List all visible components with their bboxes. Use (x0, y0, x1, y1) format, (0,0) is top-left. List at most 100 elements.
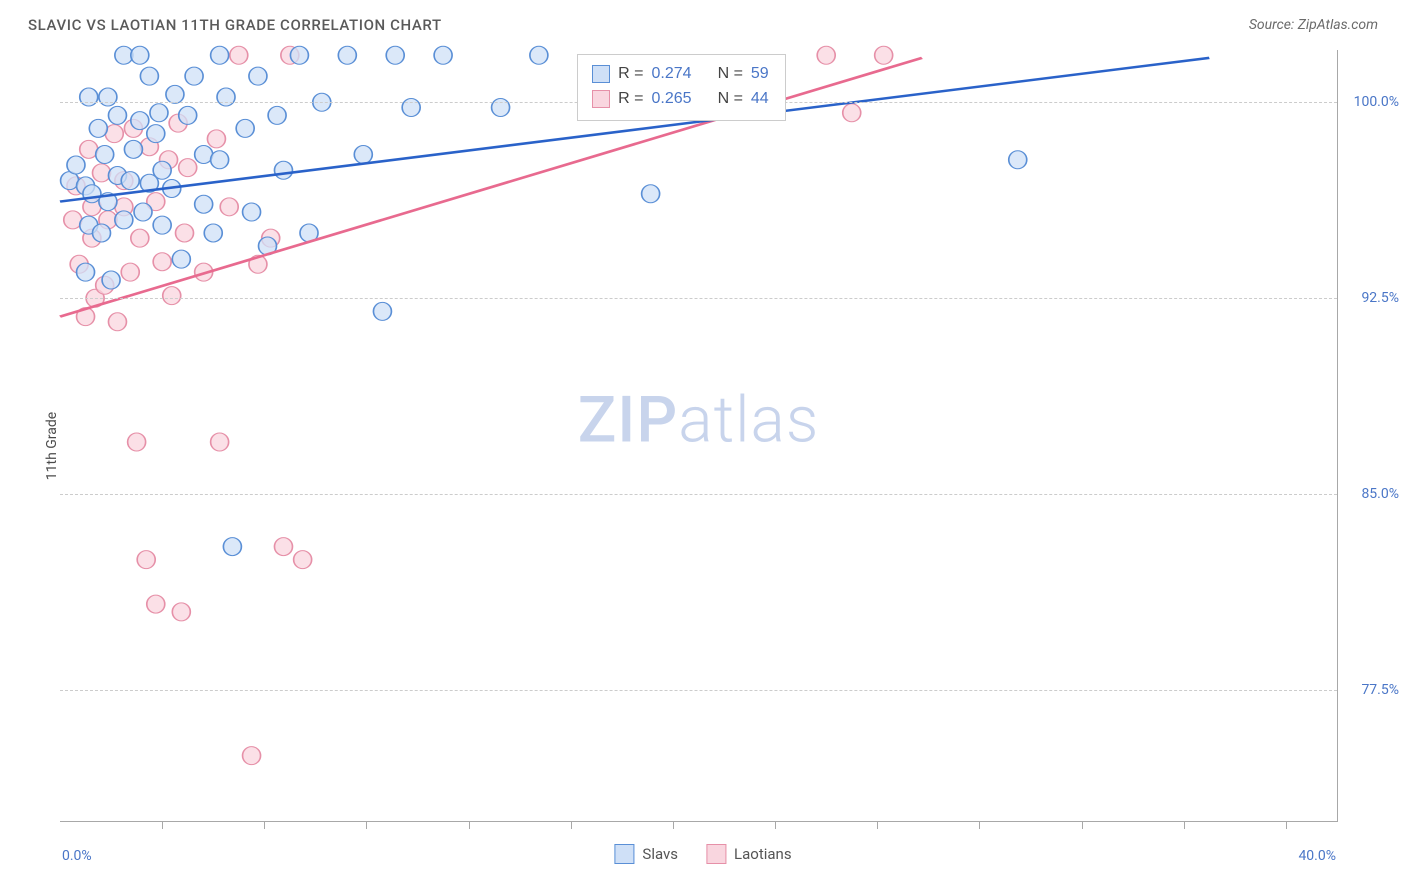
stats-n-value: 59 (751, 61, 769, 87)
stats-row: R =0.274N =59 (592, 61, 769, 87)
laotians-point (817, 46, 835, 64)
laotians-point (176, 224, 194, 242)
stats-n-label: N = (718, 61, 743, 87)
slavs-point (147, 125, 165, 143)
laotians-point (207, 130, 225, 148)
grid-line (60, 494, 1337, 495)
stats-row: R = 0.265 N = 44 (592, 86, 769, 112)
grid-line (60, 298, 1337, 299)
y-tick-label: 92.5% (1361, 290, 1399, 306)
source-attribution: Source: ZipAtlas.com (1249, 17, 1378, 33)
slavs-point (236, 119, 254, 137)
slavs-point (211, 46, 229, 64)
slavs-point (211, 151, 229, 169)
slavs-point (121, 172, 139, 190)
x-axis-min-label: 0.0% (62, 848, 92, 864)
laotians-point (172, 603, 190, 621)
laotians-point (153, 253, 171, 271)
x-tick (673, 821, 674, 829)
x-tick (264, 821, 265, 829)
slavs-point (274, 161, 292, 179)
stats-r-label: R = (618, 86, 643, 112)
laotians-point (875, 46, 893, 64)
slavs-point (354, 146, 372, 164)
slavs-point (153, 161, 171, 179)
x-tick (469, 821, 470, 829)
laotians-point (274, 538, 292, 556)
slavs-point (80, 88, 98, 106)
laotians-trendline (60, 58, 922, 317)
laotians-point (294, 551, 312, 569)
plot-area: ZIPatlas 77.5%85.0%92.5%100.0% R =0.274N… (60, 50, 1338, 822)
stats-n-value: 44 (751, 86, 769, 112)
laotians-point (121, 263, 139, 281)
legend-item: Slavs (614, 844, 678, 864)
slavs-point (492, 98, 510, 116)
y-tick-label: 77.5% (1361, 682, 1399, 698)
slavs-point (434, 46, 452, 64)
slavs-point (223, 538, 241, 556)
slavs-point (96, 146, 114, 164)
legend-swatch (706, 844, 726, 864)
laotians-point (93, 164, 111, 182)
laotians-point (163, 287, 181, 305)
slavs-point (89, 119, 107, 137)
slavs-point (150, 104, 168, 122)
legend-label: Slavs (642, 845, 678, 863)
slavs-point (268, 106, 286, 124)
slavs-point (131, 112, 149, 130)
slavs-point (386, 46, 404, 64)
x-tick (775, 821, 776, 829)
x-tick (877, 821, 878, 829)
x-tick (979, 821, 980, 829)
slavs-point (249, 67, 267, 85)
laotians-point (843, 104, 861, 122)
stats-box: R =0.274N =59R =0.265N =44 (577, 54, 786, 121)
slavs-point (115, 211, 133, 229)
x-axis-max-label: 40.0% (1298, 848, 1336, 864)
slavs-point (1009, 151, 1027, 169)
slavs-point (172, 250, 190, 268)
x-tick (162, 821, 163, 829)
slavs-point (530, 46, 548, 64)
laotians-point (230, 46, 248, 64)
legend: Slavs Laotians (614, 844, 791, 864)
laotians-point (128, 433, 146, 451)
laotians-point (243, 747, 261, 765)
y-axis-label: 11th Grade (44, 412, 60, 480)
laotians-point (147, 595, 165, 613)
slavs-point (134, 203, 152, 221)
slavs-point (93, 224, 111, 242)
laotians-point (137, 551, 155, 569)
laotians-point (131, 229, 149, 247)
x-tick (1286, 821, 1287, 829)
slavs-point (102, 271, 120, 289)
slavs-point (166, 85, 184, 103)
slavs-point (67, 156, 85, 174)
x-tick (1082, 821, 1083, 829)
slavs-point (217, 88, 235, 106)
chart-title: SLAVIC VS LAOTIAN 11TH GRADE CORRELATION… (28, 16, 442, 34)
slavs-point (204, 224, 222, 242)
x-tick (366, 821, 367, 829)
slavs-point (108, 106, 126, 124)
slavs-point (243, 203, 261, 221)
slavs-point (124, 140, 142, 158)
x-tick (1184, 821, 1185, 829)
laotians-point (220, 198, 238, 216)
slavs-point (195, 195, 213, 213)
slavs-point (179, 106, 197, 124)
slavs-point (402, 98, 420, 116)
slavs-point (373, 302, 391, 320)
slavs-point (153, 216, 171, 234)
stats-r-value: 0.265 (652, 86, 692, 112)
laotians-point (211, 433, 229, 451)
legend-label: Laotians (734, 845, 792, 863)
stats-swatch (592, 90, 610, 108)
legend-swatch (614, 844, 634, 864)
slavs-point (140, 67, 158, 85)
slavs-point (77, 263, 95, 281)
slavs-point (642, 185, 660, 203)
stats-n-label: N = (718, 86, 743, 112)
legend-item: Laotians (706, 844, 792, 864)
